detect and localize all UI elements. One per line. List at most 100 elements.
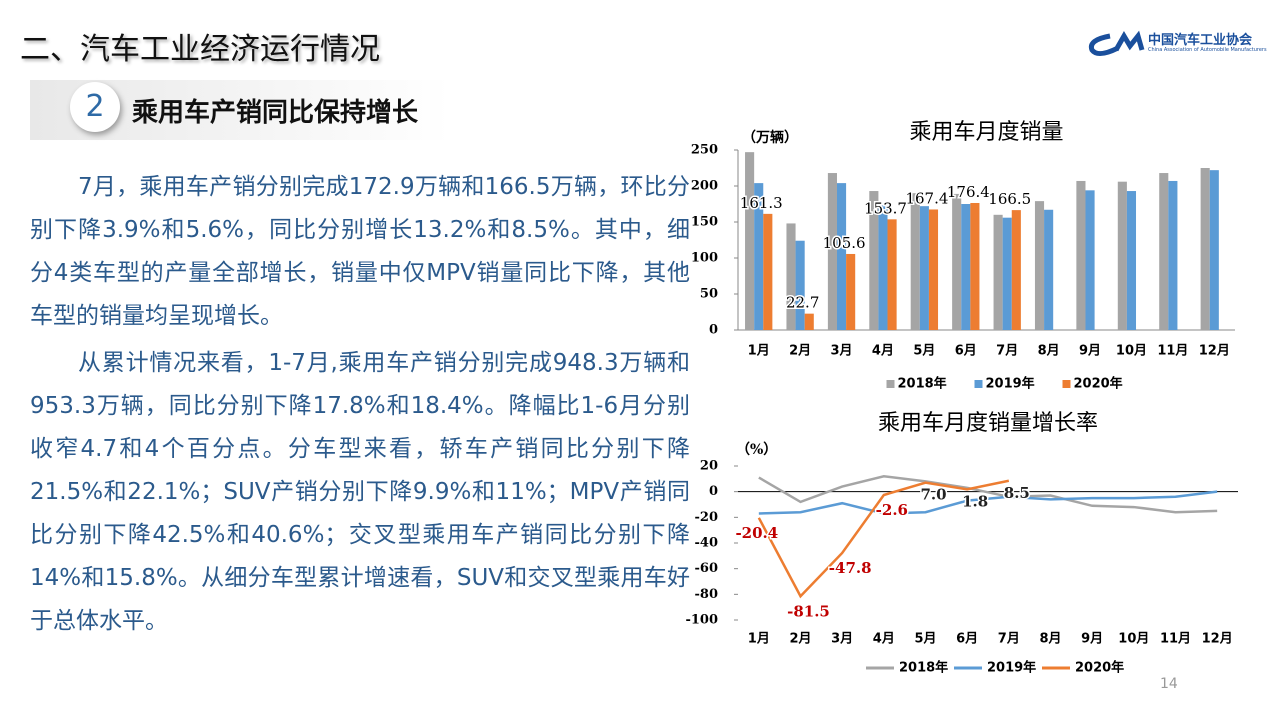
data-label: -47.8 bbox=[829, 559, 872, 577]
y-tick-label: -20 bbox=[695, 510, 719, 525]
x-tick-label: 7月 bbox=[998, 632, 1020, 647]
bar bbox=[1002, 217, 1012, 330]
legend-label: 2019年 bbox=[987, 660, 1036, 676]
bar bbox=[1159, 173, 1169, 330]
data-label: 161.3 bbox=[740, 194, 783, 212]
bar bbox=[846, 253, 856, 330]
x-tick-label: 7月 bbox=[996, 344, 1018, 359]
bar bbox=[952, 193, 962, 330]
data-label: 1.8 bbox=[962, 492, 988, 510]
chart-title: 乘用车月度销量增长率 bbox=[878, 411, 1098, 436]
bar bbox=[1200, 168, 1210, 330]
org-name-en: China Association of Automobile Manufact… bbox=[1148, 47, 1267, 53]
legend-label: 2019年 bbox=[986, 376, 1035, 392]
data-label: 7.0 bbox=[920, 486, 946, 504]
data-label: -20.4 bbox=[735, 524, 778, 542]
x-tick-label: 3月 bbox=[831, 344, 853, 359]
bar bbox=[910, 193, 920, 330]
y-tick-label: 250 bbox=[691, 143, 718, 158]
bar bbox=[1209, 170, 1219, 330]
data-label: 22.7 bbox=[786, 294, 819, 312]
bar bbox=[1117, 181, 1127, 330]
bar bbox=[961, 204, 971, 330]
bar bbox=[993, 214, 1003, 330]
line bbox=[758, 490, 1218, 515]
bar bbox=[869, 191, 879, 330]
bar bbox=[878, 205, 888, 330]
x-tick-label: 9月 bbox=[1081, 632, 1103, 647]
paragraph: 7月，乘用车产销分别完成172.9万辆和166.5万辆，环比分别下降3.9%和5… bbox=[30, 174, 690, 329]
data-label: 8.5 bbox=[1004, 484, 1030, 502]
y-tick-label: 20 bbox=[700, 459, 718, 474]
x-tick-label: 11月 bbox=[1157, 344, 1188, 359]
y-axis-label: （%） bbox=[736, 442, 777, 458]
bar bbox=[1034, 201, 1045, 330]
section-title: 乘用车产销同比保持增长 bbox=[132, 98, 419, 128]
x-tick-label: 2月 bbox=[789, 632, 811, 647]
data-label: 153.7 bbox=[864, 199, 907, 217]
legend-swatch bbox=[974, 380, 983, 388]
paragraph: 从累计情况来看，1-7月,乘用车产销分别完成948.3万辆和953.3万辆，同比… bbox=[30, 350, 690, 634]
data-label: 105.6 bbox=[823, 234, 866, 252]
y-tick-label: -100 bbox=[685, 613, 718, 628]
legend-swatch bbox=[1062, 380, 1071, 388]
x-tick-label: 12月 bbox=[1199, 344, 1230, 359]
page-number: 14 bbox=[1160, 676, 1178, 692]
legend-label: 2020年 bbox=[1074, 376, 1123, 392]
x-tick-label: 10月 bbox=[1116, 344, 1147, 359]
x-tick-label: 5月 bbox=[913, 344, 935, 359]
y-tick-label: 200 bbox=[691, 179, 718, 194]
line bbox=[758, 474, 1218, 514]
bar bbox=[786, 223, 796, 330]
bar bbox=[1085, 190, 1095, 330]
bar bbox=[754, 183, 764, 330]
y-tick-label: 50 bbox=[700, 287, 718, 302]
x-tick-label: 10月 bbox=[1118, 632, 1149, 647]
x-tick-label: 4月 bbox=[872, 344, 894, 359]
legend-label: 2018年 bbox=[899, 660, 948, 676]
y-tick-label: -60 bbox=[695, 561, 719, 576]
section-number: 2 bbox=[70, 82, 120, 132]
bar bbox=[1126, 191, 1137, 330]
legend-label: 2018年 bbox=[898, 376, 947, 392]
data-label: 176.4 bbox=[947, 183, 990, 201]
x-tick-label: 3月 bbox=[831, 632, 853, 647]
bar bbox=[919, 206, 929, 330]
x-tick-label: 8月 bbox=[1038, 344, 1060, 359]
y-tick-label: -80 bbox=[695, 587, 719, 602]
bar bbox=[827, 173, 837, 330]
x-tick-label: 12月 bbox=[1202, 632, 1233, 647]
x-tick-label: 11月 bbox=[1160, 632, 1191, 647]
bar bbox=[970, 202, 980, 330]
body-text: 7月，乘用车产销分别完成172.9万辆和166.5万辆，环比分别下降3.9%和5… bbox=[30, 166, 690, 647]
line bbox=[757, 479, 1010, 599]
data-label: -2.6 bbox=[876, 501, 908, 519]
org-name: 中国汽车工业协会 bbox=[1148, 33, 1253, 48]
x-tick-label: 1月 bbox=[748, 632, 770, 647]
x-tick-label: 5月 bbox=[914, 632, 936, 647]
data-label: 167.4 bbox=[905, 189, 948, 207]
x-tick-label: 6月 bbox=[955, 344, 977, 359]
x-tick-label: 8月 bbox=[1039, 632, 1061, 647]
y-tick-label: -40 bbox=[695, 536, 719, 551]
bar bbox=[928, 209, 939, 330]
logo bbox=[1088, 30, 1145, 56]
y-tick-label: 100 bbox=[691, 251, 718, 266]
bar bbox=[1076, 180, 1086, 330]
bar bbox=[745, 152, 755, 330]
x-tick-label: 6月 bbox=[956, 632, 978, 647]
y-tick-label: 0 bbox=[709, 323, 718, 338]
bar bbox=[795, 240, 805, 330]
legend-label: 2020年 bbox=[1075, 660, 1124, 676]
y-axis-label: （万辆） bbox=[742, 129, 798, 146]
x-tick-label: 9月 bbox=[1079, 344, 1101, 359]
bar bbox=[1044, 209, 1054, 330]
y-tick-label: 150 bbox=[691, 215, 718, 230]
bar bbox=[804, 313, 814, 330]
bar bbox=[763, 213, 773, 330]
x-tick-label: 1月 bbox=[748, 344, 770, 359]
x-tick-label: 4月 bbox=[873, 632, 895, 647]
slide-title: 二、汽车工业经济运行情况 bbox=[20, 32, 380, 67]
